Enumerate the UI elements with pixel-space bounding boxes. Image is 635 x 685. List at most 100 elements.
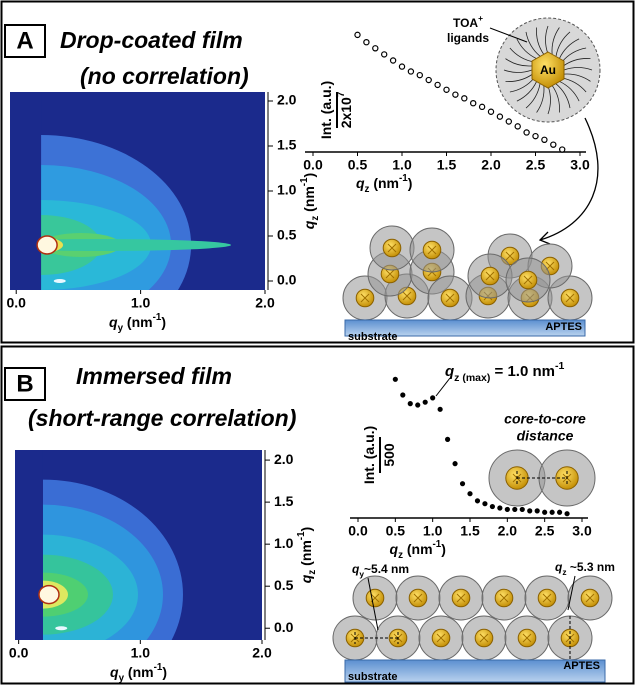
scale-label: 500​ [381,443,397,467]
y-tick-label: 1.0 [277,182,297,198]
x-axis-label-part: (nm [403,541,433,557]
x-tick-label: 2.0 [252,645,272,661]
substrate-label: substrate [348,671,398,683]
data-point [423,400,427,404]
y-axis-label-part: (nm [298,540,314,570]
x-tick-label: 0.0 [6,295,26,311]
data-point [490,505,494,509]
data-point [444,87,449,92]
data-point [565,512,569,516]
data-point [488,109,493,114]
x-tick-label: 3.0 [572,523,592,539]
y-axis-label: Int. (a.u.) [361,426,377,484]
scale-label-part: 7 [336,91,347,97]
panel-title: Immersed film [76,363,232,389]
specular [54,279,66,283]
data-point [475,499,479,503]
data-point [513,507,517,511]
y-tick-label: 2.0 [274,451,294,467]
y-axis-label-part: Int. (a.u.) [318,81,334,139]
x-axis-label-part: ) [441,541,446,557]
peak-label: qz (max)​ = 1.0 nm-1​ [445,360,564,384]
ligand-label: ligands [447,31,489,45]
data-point [453,462,457,466]
data-point [480,104,485,109]
layer-label: APTES [563,660,600,672]
y-tick-label: 1.5 [277,137,297,153]
ligand-label-part: TOA [453,16,478,30]
data-point [535,509,539,513]
x-axis-label-part: ) [162,664,167,680]
x-axis-label: qz​ (nm-1​) [390,539,446,561]
data-point [524,130,529,135]
panel-title: (no correlation) [80,63,249,89]
data-point [431,396,435,400]
y-axis-label: qz​ (nm-1​) [299,173,321,229]
data-point [558,510,562,514]
data-point [393,377,397,381]
x-tick-label: 0.0 [348,523,368,539]
data-point [426,77,431,82]
data-point [417,73,422,78]
data-point [483,502,487,506]
data-point [520,507,524,511]
pointer-arrow [540,118,598,244]
beam-stop [10,92,41,290]
data-point [461,482,465,486]
qz-label-part: ~5.3 nm [567,560,615,574]
x-tick-label: 1.0 [131,645,151,661]
x-tick-label: 2.0 [498,523,518,539]
x-tick-label: 0.0 [9,645,29,661]
panel-label: A [16,27,33,54]
data-point [505,507,509,511]
x-tick-label: 3.0 [570,157,590,173]
x-tick-label: 2.0 [255,295,275,311]
peak-label-part: -1 [555,360,564,372]
distance-label: distance [517,428,574,444]
x-tick-label: 1.0 [392,157,412,173]
data-point [364,40,369,45]
data-point [408,402,412,406]
y-axis-label-part: ) [301,173,317,178]
hot-spot [39,586,59,604]
substrate-label: substrate [348,331,398,343]
x-axis-label: qz​ (nm-1​) [356,173,412,195]
data-point [416,403,420,407]
ligand-label: TOA+​ [453,13,483,30]
data-point [497,114,502,119]
x-tick-label: 1.5 [460,523,480,539]
data-point [399,64,404,69]
x-tick-label: 1.0 [423,523,443,539]
scale-label: 2x107​ [336,91,354,128]
x-tick-label: 0.0 [303,157,323,173]
qz-label: qz​ ~5.3 nm [555,560,615,577]
x-tick-label: 1.5 [437,157,457,173]
x-axis-label: qy​ (nm-1​) [109,312,166,334]
peak-label-part: = 1.0 nm [490,363,555,380]
data-point [543,510,547,514]
data-point [471,101,476,106]
data-point [533,134,538,139]
data-point [408,69,413,74]
data-point [391,58,396,63]
y-axis-label-part: Int. (a.u.) [361,426,377,484]
data-point [515,124,520,129]
distance-label: core-to-core [504,411,586,427]
data-point [550,510,554,514]
x-tick-label: 1.0 [131,295,151,311]
data-point [435,82,440,87]
layer-label: APTES [545,321,582,333]
peak-label-part: z (max) [454,372,490,384]
y-tick-label: 0.5 [274,577,294,593]
x-axis-label-part: (nm [124,664,154,680]
x-tick-label: 2.5 [526,157,546,173]
x-tick-label: 0.5 [386,523,406,539]
scale-label-part: 2x10 [338,97,354,128]
y-axis-label: Int. (a.u.) [318,81,334,139]
x-axis-label-part: (nm [369,175,399,191]
pointer-arrow [436,378,450,396]
x-axis-label-part: ) [161,314,166,330]
data-point [506,119,511,124]
data-point [373,46,378,51]
data-point [468,492,472,496]
